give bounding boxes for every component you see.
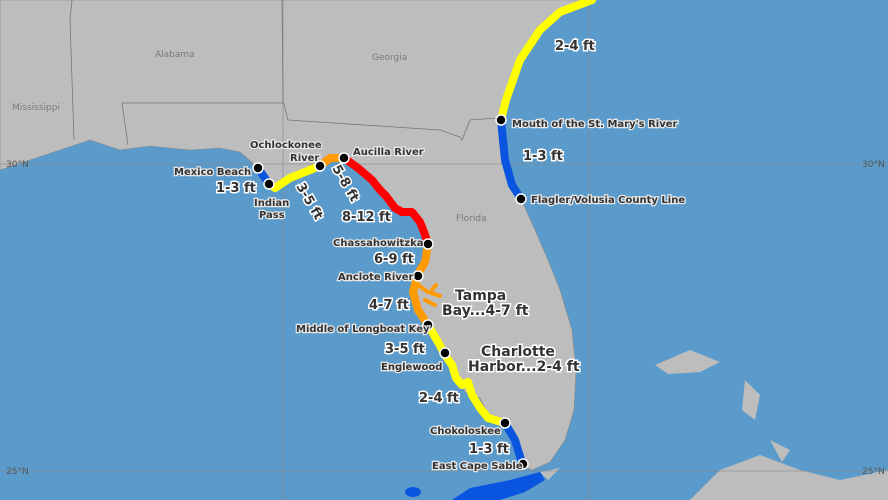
point-label: River: [290, 153, 319, 164]
point-marker[interactable]: [314, 160, 326, 172]
point-label: Chokoloskee: [430, 426, 501, 437]
point-label: Middle of Longboat Key: [296, 324, 430, 335]
land-cuba: [690, 455, 888, 500]
surge-label: 6-9 ft: [374, 252, 414, 267]
point-marker[interactable]: [422, 319, 434, 331]
surge-label: 3-5 ft: [385, 342, 425, 357]
state-label: Georgia: [372, 53, 407, 63]
bay-label: Harbor...2-4 ft: [468, 359, 580, 375]
lat-label: 25°N: [862, 467, 885, 477]
point-label: East Cape Sable: [432, 461, 523, 472]
state-border: [121, 102, 129, 146]
tampa-bay-surge[interactable]: [416, 283, 442, 307]
bay-label: Bay...4-7 ft: [442, 303, 529, 319]
point-marker[interactable]: [338, 152, 350, 164]
point-label: Ochlockonee: [250, 140, 322, 151]
surge-segment-orange[interactable]: [409, 240, 432, 329]
state-border: [69, 0, 75, 141]
dry-tortugas-surge[interactable]: [405, 487, 421, 497]
point-marker[interactable]: [499, 417, 511, 429]
state-label: Florida: [456, 214, 487, 224]
point-label: Aucilla River: [353, 147, 424, 158]
forecast-points: [252, 114, 529, 470]
lat-label: 30°N: [6, 160, 29, 170]
surge-segment-red[interactable]: [340, 154, 432, 248]
surge-label: 4-7 ft: [369, 298, 409, 313]
surge-label: 1-3 ft: [216, 181, 256, 196]
point-label: Chassahowitzka: [333, 238, 424, 249]
surge-segment-yellow[interactable]: [497, 0, 596, 124]
lat-label: 30°N: [862, 160, 885, 170]
point-label: Anclote River: [338, 272, 414, 283]
point-marker[interactable]: [515, 193, 527, 205]
surge-label: 2-4 ft: [555, 39, 595, 54]
point-marker[interactable]: [422, 238, 434, 250]
lat-label: 25°N: [6, 467, 29, 477]
surge-label: 1-3 ft: [523, 149, 563, 164]
point-marker[interactable]: [263, 178, 275, 190]
surge-label: 2-4 ft: [419, 391, 459, 406]
surge-segment-blue[interactable]: [501, 419, 526, 467]
point-label: Mexico Beach: [174, 167, 251, 178]
bay-label: Charlotte: [481, 344, 555, 360]
florida-keys-surge[interactable]: [452, 472, 545, 500]
point-marker[interactable]: [495, 114, 507, 126]
point-label: Flagler/Volusia County Line: [531, 195, 685, 206]
point-label: Mouth of the St. Mary's River: [512, 119, 678, 130]
bay-label: Tampa: [455, 288, 506, 304]
land-bahamas: [655, 350, 790, 462]
point-label: Indian: [254, 198, 289, 209]
state-label: Mississippi: [12, 103, 60, 113]
point-label: Englewood: [381, 362, 442, 373]
point-marker[interactable]: [439, 347, 451, 359]
surge-label: 1-3 ft: [469, 442, 509, 457]
surge-label: 8-12 ft: [342, 210, 391, 225]
point-marker[interactable]: [412, 270, 424, 282]
point-marker[interactable]: [252, 162, 264, 174]
state-label: Alabama: [155, 50, 195, 60]
surge-segment-blue[interactable]: [497, 116, 525, 203]
point-label: Pass: [259, 210, 285, 221]
state-border: [281, 0, 499, 141]
point-marker[interactable]: [517, 458, 529, 470]
